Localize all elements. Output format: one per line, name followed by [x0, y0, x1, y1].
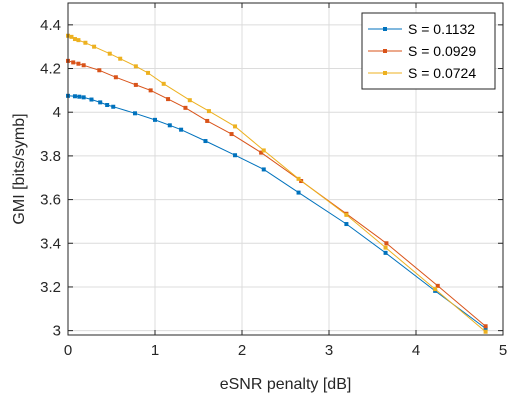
data-point — [206, 109, 211, 114]
y-axis-label: GMI [bits/symb] — [11, 113, 28, 224]
data-point — [69, 34, 74, 39]
data-point — [205, 118, 210, 123]
data-point — [132, 111, 137, 116]
data-point — [146, 70, 151, 75]
series-1 — [66, 93, 488, 331]
y-tick-label: 4.2 — [40, 61, 61, 78]
data-point — [133, 82, 138, 87]
x-tick-label: 5 — [499, 342, 507, 359]
data-point — [72, 37, 77, 42]
legend-label: S = 0.0724 — [408, 65, 476, 81]
data-point — [233, 153, 238, 158]
data-point — [344, 222, 349, 227]
data-point — [76, 38, 81, 43]
data-point — [81, 95, 86, 100]
series-3 — [66, 33, 488, 334]
data-point — [483, 324, 488, 329]
y-tick-label: 3.4 — [40, 235, 61, 252]
legend-swatch-marker — [383, 27, 387, 31]
data-point — [133, 64, 138, 69]
data-point — [179, 127, 184, 132]
data-point — [229, 132, 234, 137]
data-point — [98, 100, 103, 105]
data-point — [203, 139, 208, 144]
y-tick-label: 3.2 — [40, 279, 61, 296]
data-point — [433, 287, 438, 292]
x-tick-label: 1 — [151, 342, 159, 359]
data-point — [483, 326, 488, 331]
data-point — [261, 167, 266, 172]
data-point — [118, 56, 123, 61]
axes-box — [67, 2, 504, 336]
data-point — [71, 60, 76, 65]
legend-entry: S = 0.1132 — [368, 21, 475, 37]
data-point — [81, 63, 86, 68]
data-point — [166, 97, 171, 102]
data-point — [77, 94, 82, 99]
y-tick-label: 4.4 — [40, 17, 61, 34]
data-point — [435, 283, 440, 288]
data-point — [296, 190, 301, 195]
data-point — [483, 329, 488, 334]
x-tick-label: 3 — [325, 342, 333, 359]
data-point — [183, 105, 188, 110]
data-point — [384, 241, 389, 246]
data-point — [97, 68, 102, 73]
data-point — [111, 104, 116, 109]
data-point — [153, 117, 157, 122]
legend-label: S = 0.1132 — [408, 21, 475, 37]
y-tick-label: 3 — [53, 323, 61, 340]
data-point — [148, 88, 153, 93]
data-point — [383, 245, 388, 250]
x-axis-label: eSNR penalty [dB] — [220, 376, 352, 393]
data-point — [76, 61, 81, 66]
legend-entry: S = 0.0724 — [368, 65, 476, 81]
data-point — [233, 124, 238, 129]
legend-entry: S = 0.0929 — [368, 43, 476, 59]
data-point — [259, 150, 264, 155]
data-point — [83, 40, 88, 45]
legend-swatch-marker — [383, 71, 387, 75]
y-tick-labels: 3 3.2 3.4 3.6 3.8 4 4.2 4.4 — [40, 17, 61, 340]
x-tick-label: 2 — [238, 342, 246, 359]
x-tick-label: 0 — [64, 342, 72, 359]
data-point — [161, 81, 166, 86]
x-tick-labels: 0 1 2 3 4 5 — [64, 342, 507, 359]
data-point — [92, 44, 97, 49]
data-point — [72, 94, 77, 99]
y-tick-label: 4 — [53, 104, 61, 121]
data-point — [187, 98, 192, 103]
data-point — [383, 250, 388, 255]
legend-swatch-marker — [383, 49, 387, 53]
data-point — [105, 103, 110, 108]
data-point — [89, 97, 94, 102]
data-point — [344, 212, 349, 217]
legend-label: S = 0.0929 — [408, 43, 476, 59]
data-point — [296, 176, 301, 181]
y-tick-label: 3.6 — [40, 192, 61, 209]
data-point — [113, 75, 118, 80]
legend[interactable]: S = 0.1132 S = 0.0929 S = 0.0724 — [361, 12, 496, 90]
data-point — [261, 148, 266, 153]
data-point — [167, 123, 172, 128]
y-tick-label: 3.8 — [40, 148, 61, 165]
ticks — [67, 3, 504, 335]
data-point — [107, 51, 112, 56]
x-tick-label: 4 — [412, 342, 420, 359]
